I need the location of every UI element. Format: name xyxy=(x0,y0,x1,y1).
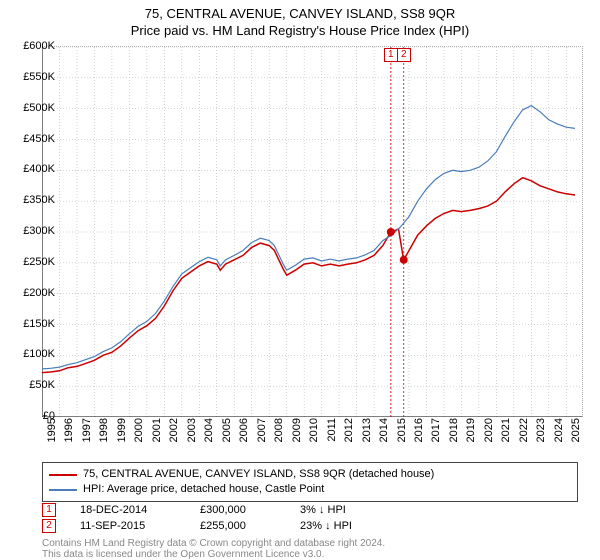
legend-label-2: HPI: Average price, detached house, Cast… xyxy=(83,482,324,497)
x-axis-label: 2007 xyxy=(256,418,268,452)
event-row-1: 1 18-DEC-2014 £300,000 3% ↓ HPI xyxy=(42,502,352,518)
x-axis-label: 2013 xyxy=(361,418,373,452)
x-axis-label: 2025 xyxy=(570,418,582,452)
chart-plot-area xyxy=(42,46,583,417)
y-axis-label: £150K xyxy=(5,318,55,330)
x-axis-label: 2008 xyxy=(273,418,285,452)
x-axis-label: 2002 xyxy=(168,418,180,452)
event-date-1: 18-DEC-2014 xyxy=(80,502,200,518)
sale-marker-2: 2 xyxy=(397,48,411,62)
x-axis-label: 2023 xyxy=(535,418,547,452)
x-axis-label: 1999 xyxy=(116,418,128,452)
y-axis-label: £350K xyxy=(5,194,55,206)
x-axis-label: 1998 xyxy=(98,418,110,452)
x-axis-label: 2021 xyxy=(500,418,512,452)
x-axis-label: 2020 xyxy=(483,418,495,452)
x-axis-label: 2004 xyxy=(203,418,215,452)
x-axis-label: 2011 xyxy=(326,418,338,452)
x-axis-label: 2017 xyxy=(430,418,442,452)
x-axis-label: 2019 xyxy=(465,418,477,452)
event-delta-2: 23% ↓ HPI xyxy=(300,518,352,534)
x-axis-label: 1995 xyxy=(46,418,58,452)
x-axis-label: 2022 xyxy=(518,418,530,452)
y-axis-label: £400K xyxy=(5,163,55,175)
x-axis-label: 2005 xyxy=(221,418,233,452)
event-delta-1: 3% ↓ HPI xyxy=(300,502,346,518)
event-date-2: 11-SEP-2015 xyxy=(80,518,200,534)
legend-box: 75, CENTRAL AVENUE, CANVEY ISLAND, SS8 9… xyxy=(42,462,578,502)
x-axis-label: 2024 xyxy=(553,418,565,452)
y-axis-label: £100K xyxy=(5,348,55,360)
legend-swatch-2 xyxy=(49,489,77,491)
x-axis-label: 2010 xyxy=(308,418,320,452)
x-axis-label: 1996 xyxy=(63,418,75,452)
footer-line-2: This data is licensed under the Open Gov… xyxy=(42,549,385,560)
y-axis-label: £300K xyxy=(5,225,55,237)
legend-row-series2: HPI: Average price, detached house, Cast… xyxy=(49,482,571,497)
y-axis-label: £200K xyxy=(5,287,55,299)
event-marker-2: 2 xyxy=(42,519,56,533)
sale-marker-1: 1 xyxy=(384,48,398,62)
x-axis-label: 2012 xyxy=(343,418,355,452)
chart-container: 75, CENTRAL AVENUE, CANVEY ISLAND, SS8 9… xyxy=(0,0,600,560)
y-axis-label: £250K xyxy=(5,256,55,268)
x-axis-label: 2001 xyxy=(151,418,163,452)
event-price-2: £255,000 xyxy=(200,518,300,534)
legend-swatch-1 xyxy=(49,474,77,476)
x-axis-label: 2000 xyxy=(133,418,145,452)
legend-label-1: 75, CENTRAL AVENUE, CANVEY ISLAND, SS8 9… xyxy=(83,467,434,482)
footer-text: Contains HM Land Registry data © Crown c… xyxy=(42,538,385,560)
x-axis-label: 2003 xyxy=(186,418,198,452)
x-axis-label: 2016 xyxy=(413,418,425,452)
y-axis-label: £50K xyxy=(5,379,55,391)
y-axis-label: £550K xyxy=(5,71,55,83)
chart-title-address: 75, CENTRAL AVENUE, CANVEY ISLAND, SS8 9… xyxy=(0,0,600,21)
y-axis-label: £600K xyxy=(5,40,55,52)
legend-row-series1: 75, CENTRAL AVENUE, CANVEY ISLAND, SS8 9… xyxy=(49,467,571,482)
y-axis-label: £500K xyxy=(5,102,55,114)
event-price-1: £300,000 xyxy=(200,502,300,518)
chart-svg xyxy=(42,47,582,417)
x-axis-label: 1997 xyxy=(81,418,93,452)
x-axis-label: 2009 xyxy=(291,418,303,452)
x-axis-label: 2015 xyxy=(396,418,408,452)
event-marker-1: 1 xyxy=(42,503,56,517)
y-axis-label: £450K xyxy=(5,133,55,145)
event-row-2: 2 11-SEP-2015 £255,000 23% ↓ HPI xyxy=(42,518,352,534)
events-table: 1 18-DEC-2014 £300,000 3% ↓ HPI 2 11-SEP… xyxy=(42,502,352,534)
chart-title-sub: Price paid vs. HM Land Registry's House … xyxy=(0,21,600,38)
x-axis-label: 2014 xyxy=(378,418,390,452)
x-axis-label: 2006 xyxy=(238,418,250,452)
x-axis-label: 2018 xyxy=(448,418,460,452)
footer-line-1: Contains HM Land Registry data © Crown c… xyxy=(42,538,385,549)
